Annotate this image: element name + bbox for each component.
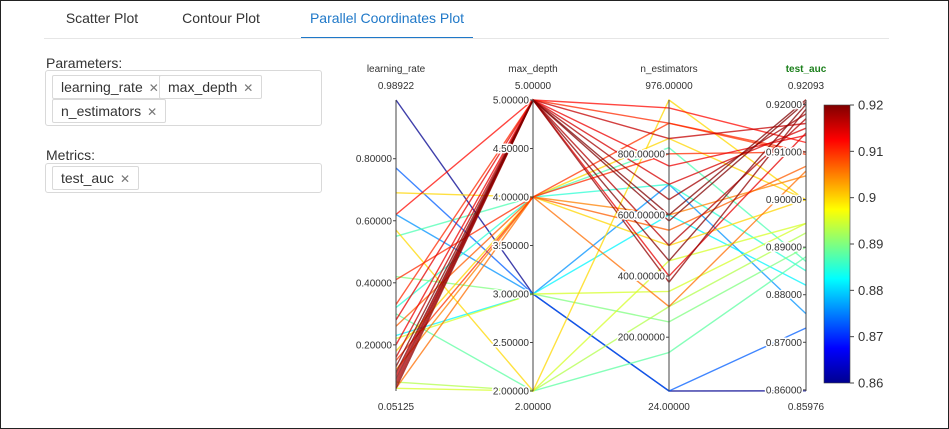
- data-polyline: [395, 98, 807, 321]
- data-polyline: [395, 192, 807, 247]
- colorbar-tick-label: 0.88: [858, 283, 883, 298]
- data-polyline: [395, 232, 807, 392]
- parameters-multiselect[interactable]: learning_rate ✕ max_depth ✕ n_estimators ✕: [45, 70, 322, 126]
- axis-max-label: 0.92093: [788, 81, 825, 92]
- data-polyline: [395, 98, 807, 377]
- axis-max-label: 0.98922: [378, 81, 415, 92]
- axis-tick-label: 0.60000: [356, 216, 393, 227]
- colorbar: 0.86 0.87 0.88 0.89 0.9 0.91 0.92: [823, 98, 883, 391]
- tab-parallel-coordinates-plot[interactable]: Parallel Coordinates Plot: [301, 0, 473, 38]
- axis-tick-label: 0.86000: [766, 385, 803, 396]
- axis-tick-label: 800.00000: [618, 149, 666, 160]
- axis-tick-label: 4.00000: [493, 193, 530, 204]
- axis-title: test_auc: [786, 64, 827, 75]
- axis-tick-label: 200.00000: [618, 333, 666, 344]
- axis-title: max_depth: [508, 64, 557, 75]
- chip-label: test_auc: [61, 170, 114, 186]
- data-polyline: [395, 246, 807, 323]
- remove-icon[interactable]: ✕: [119, 172, 130, 186]
- data-polyline: [395, 99, 807, 305]
- data-polyline: [395, 214, 807, 337]
- data-polyline: [395, 175, 807, 371]
- axis-tick-label: 3.00000: [493, 290, 530, 301]
- data-polyline: [395, 98, 807, 367]
- axis-tick-label: 0.90000: [766, 195, 803, 206]
- colorbar-tick-label: 0.92: [858, 98, 883, 113]
- data-polyline: [395, 183, 807, 315]
- axis-tick-label: 600.00000: [618, 210, 666, 221]
- chip-label: max_depth: [168, 79, 238, 95]
- colorbar-tick-label: 0.9: [858, 190, 876, 205]
- data-polyline: [395, 222, 807, 340]
- axis-tick-label: 0.91000: [766, 147, 803, 158]
- data-polyline: [395, 167, 807, 392]
- colorbar-tick-label: 0.91: [858, 144, 883, 159]
- polylines-layer: [395, 98, 807, 393]
- data-polyline: [395, 98, 807, 374]
- remove-icon[interactable]: ✕: [147, 105, 158, 119]
- axis-tick-label: 0.40000: [356, 278, 393, 289]
- data-polyline: [395, 137, 807, 352]
- axis-min-label: 0.05125: [378, 402, 415, 413]
- axis-min-label: 2.00000: [515, 402, 552, 413]
- axis-tick-label: 4.50000: [493, 144, 530, 155]
- axis-tick-label: 5.00000: [493, 96, 530, 107]
- axis-title: learning_rate: [367, 64, 426, 75]
- parallel-coordinates-chart[interactable]: learning_rate 0.98922 0.05125 0.20000 0.4000…: [335, 55, 895, 420]
- data-polyline: [395, 170, 807, 389]
- data-polyline: [395, 151, 807, 281]
- data-polyline: [395, 98, 807, 380]
- tab-scatter-plot[interactable]: Scatter Plot: [65, 10, 139, 26]
- axis-tick-label: 0.87000: [766, 338, 803, 349]
- axis-tick-label: 0.89000: [766, 243, 803, 254]
- colorbar-tick-label: 0.87: [858, 329, 883, 344]
- chip-learning-rate: learning_rate ✕: [52, 75, 168, 99]
- data-polyline: [395, 98, 807, 389]
- colorbar-tick-label: 0.86: [858, 376, 883, 391]
- axis-tick-label: 0.20000: [356, 340, 393, 351]
- axes-layer: learning_rate 0.98922 0.05125 0.20000 0.4000…: [354, 64, 827, 413]
- metrics-label: Metrics:: [46, 147, 95, 163]
- chip-n-estimators: n_estimators ✕: [52, 99, 167, 123]
- axis-tick-label: 2.00000: [493, 387, 530, 398]
- chip-test-auc: test_auc ✕: [52, 166, 139, 190]
- axis-tick-label: 3.50000: [493, 241, 530, 252]
- axis-min-label: 24.00000: [648, 402, 690, 413]
- axis-max-label: 5.00000: [515, 81, 552, 92]
- axis-max-label: 976.00000: [645, 81, 693, 92]
- parameters-label: Parameters:: [46, 55, 123, 71]
- data-polyline: [395, 256, 807, 392]
- data-polyline: [395, 222, 807, 392]
- axis-tick-label: 0.80000: [356, 154, 393, 165]
- tab-bar: Scatter Plot Contour Plot Parallel Coord…: [44, 0, 889, 39]
- axis-tick-label: 0.92000: [766, 100, 803, 111]
- axis-tick-label: 2.50000: [493, 338, 530, 349]
- chip-label: n_estimators: [61, 103, 142, 119]
- data-polyline: [395, 99, 807, 216]
- data-polyline: [395, 99, 807, 358]
- colorbar-tick-label: 0.89: [858, 237, 883, 252]
- colorbar-gradient: [823, 104, 851, 384]
- chip-max-depth: max_depth ✕: [159, 75, 263, 99]
- remove-icon[interactable]: ✕: [148, 81, 159, 95]
- axis-tick-label: 0.88000: [766, 290, 803, 301]
- data-polyline: [395, 165, 807, 327]
- axis-min-label: 0.85976: [788, 402, 825, 413]
- metrics-multiselect[interactable]: test_auc ✕: [45, 163, 322, 193]
- axis-tick-label: 400.00000: [618, 272, 666, 283]
- remove-icon[interactable]: ✕: [243, 81, 254, 95]
- axis-title: n_estimators: [640, 64, 697, 75]
- tab-contour-plot[interactable]: Contour Plot: [182, 10, 260, 26]
- chip-label: learning_rate: [61, 79, 143, 95]
- data-polyline: [395, 99, 807, 346]
